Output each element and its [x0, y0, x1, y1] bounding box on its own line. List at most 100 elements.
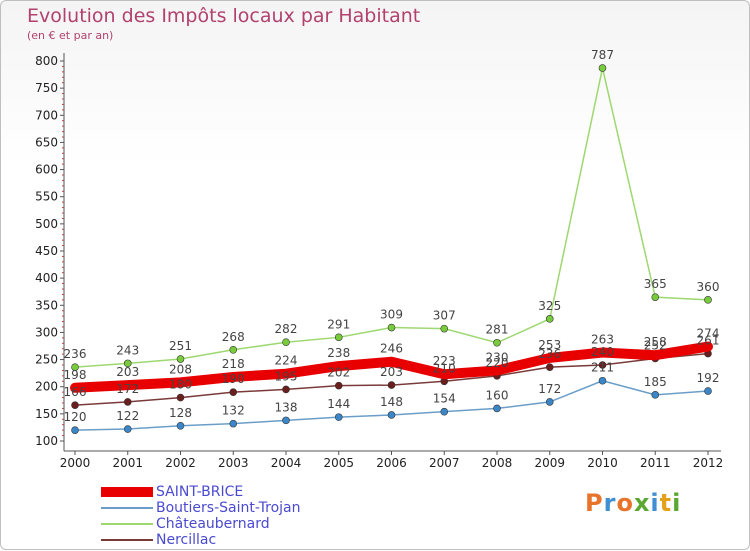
x-tick-label: 2006 [376, 456, 407, 470]
legend-label: Châteaubernard [156, 516, 270, 532]
data-label: 128 [169, 406, 192, 420]
data-point [229, 419, 238, 428]
data-point [704, 387, 712, 395]
x-tick-label: 2003 [218, 456, 249, 470]
data-label: 291 [327, 317, 350, 331]
data-label: 166 [64, 385, 87, 399]
data-point [176, 421, 185, 430]
data-label: 224 [275, 354, 298, 368]
data-label: 258 [644, 335, 667, 349]
data-point [598, 361, 607, 369]
data-point [440, 324, 449, 333]
data-label: 223 [433, 354, 456, 368]
data-label: 208 [169, 362, 192, 376]
legend-label: SAINT-BRICE [156, 484, 244, 500]
data-label: 263 [591, 333, 614, 347]
y-tick-label: 250 [35, 353, 58, 367]
legend-swatch [101, 523, 153, 525]
data-label: 148 [380, 395, 403, 409]
data-label: 120 [64, 410, 87, 424]
data-label: 190 [222, 372, 245, 386]
data-point [493, 338, 501, 347]
data-label: 203 [380, 365, 403, 379]
data-point [440, 407, 449, 416]
x-tick-label: 2008 [482, 456, 513, 470]
x-tick-label: 2012 [693, 456, 724, 470]
data-point [387, 323, 396, 332]
data-label: 282 [275, 322, 298, 336]
legend-label: Nercillac [156, 532, 217, 548]
y-tick-label: 350 [35, 298, 58, 312]
data-label: 253 [538, 338, 561, 352]
data-label: 192 [697, 371, 720, 385]
data-point [123, 398, 132, 406]
x-tick-label: 2004 [271, 456, 302, 470]
series-line [70, 341, 713, 393]
x-tick-label: 2007 [429, 456, 460, 470]
proxiti-logo[interactable]: Proxiti [585, 489, 682, 517]
data-label: 202 [327, 366, 350, 380]
data-point [387, 411, 396, 419]
data-point [229, 388, 238, 396]
legend-swatch [101, 487, 153, 497]
data-point [176, 393, 185, 402]
data-label: 365 [644, 277, 667, 291]
data-label: 243 [116, 343, 139, 357]
data-label: 251 [169, 339, 192, 353]
x-tick-label: 2005 [323, 456, 354, 470]
data-label: 268 [222, 330, 245, 344]
data-label: 172 [116, 382, 139, 396]
y-tick-label: 700 [35, 108, 58, 122]
data-point [651, 293, 660, 301]
data-label: 210 [433, 361, 456, 375]
x-tick-label: 2000 [60, 456, 91, 470]
data-label: 160 [486, 388, 509, 402]
y-tick-label: 300 [35, 325, 58, 339]
y-tick-label: 100 [35, 434, 58, 448]
data-label: 144 [327, 397, 350, 411]
data-point [282, 338, 290, 347]
data-point [545, 363, 554, 371]
y-tick-label: 200 [35, 380, 58, 394]
data-label: 307 [433, 309, 456, 323]
data-label: 180 [169, 378, 192, 392]
data-point [493, 404, 501, 413]
data-label: 218 [222, 357, 245, 371]
y-tick-label: 650 [35, 135, 58, 149]
data-label: 185 [644, 375, 667, 389]
data-label: 198 [64, 368, 87, 382]
data-label: 203 [116, 365, 139, 379]
data-point [334, 381, 343, 390]
data-point [598, 376, 607, 385]
data-point [123, 359, 132, 368]
legend-label: Boutiers-Saint-Trojan [156, 500, 301, 516]
series-boutiers-saint-trojan [71, 376, 712, 434]
data-label: 252 [644, 338, 667, 352]
data-point [387, 381, 396, 389]
y-tick-label: 500 [35, 217, 58, 231]
y-tick-label: 800 [35, 54, 58, 68]
series-ch-teaubernard [71, 64, 712, 371]
series-line [74, 67, 709, 368]
y-tick-label: 550 [35, 190, 58, 204]
data-label: 154 [433, 392, 456, 406]
data-label: 238 [327, 346, 350, 360]
data-label: 360 [697, 280, 720, 294]
legend-swatch [101, 507, 153, 509]
data-point [334, 333, 343, 342]
data-label: 132 [222, 404, 245, 418]
data-point [704, 296, 712, 304]
data-label: 240 [591, 345, 614, 359]
data-label: 195 [275, 369, 298, 383]
y-tick-label: 450 [35, 244, 58, 258]
data-label: 230 [486, 350, 509, 364]
data-point [71, 401, 79, 409]
legend-swatch [101, 539, 153, 541]
data-point [71, 426, 79, 434]
data-label: 261 [697, 334, 720, 348]
data-label: 236 [64, 347, 87, 361]
x-tick-label: 2009 [534, 456, 565, 470]
data-point [123, 425, 132, 433]
data-label: 122 [116, 409, 139, 423]
